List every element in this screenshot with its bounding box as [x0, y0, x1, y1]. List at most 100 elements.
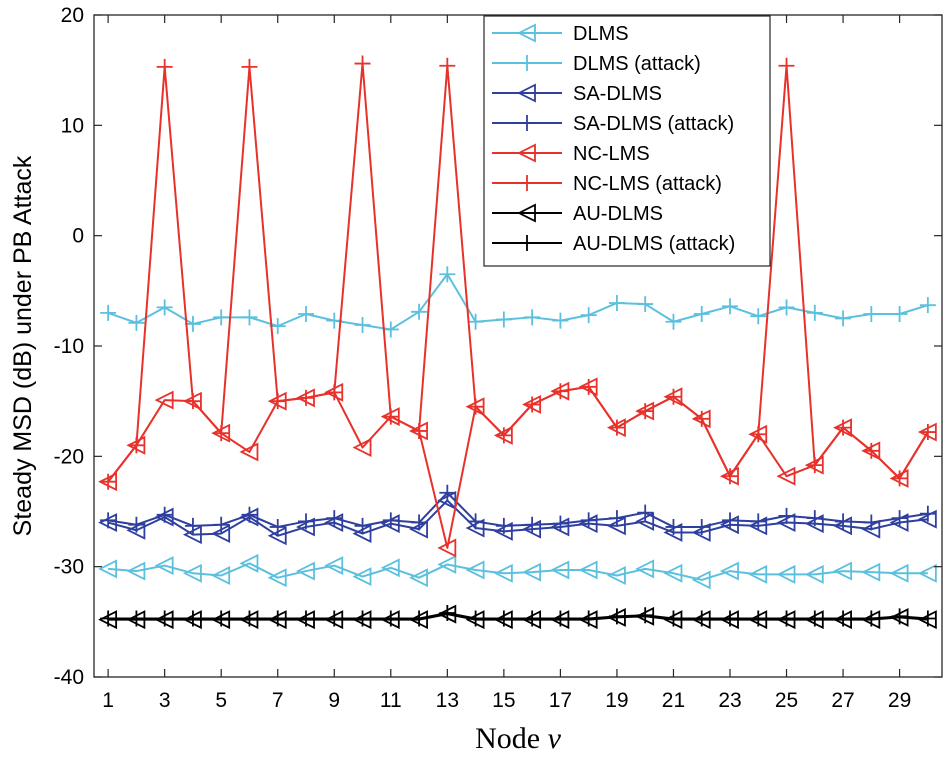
y-tick-label: -20 [54, 445, 84, 468]
data-point [578, 560, 598, 580]
data-point [804, 564, 824, 584]
data-point [354, 517, 371, 534]
data-point [524, 516, 541, 533]
legend-marker [519, 175, 535, 191]
data-point [154, 390, 174, 410]
legend-entry: AU-DLMS (attack) [492, 233, 735, 255]
data-point [493, 563, 513, 583]
data-point [354, 610, 371, 627]
x-tick-label: 5 [215, 689, 227, 712]
data-point [580, 610, 597, 627]
data-point [637, 296, 654, 313]
data-point [241, 610, 258, 627]
ticks-layer: 1 3 5 7 9 11 13 15 17 19 21 23 25 27 29-40-30-20-10010… [54, 4, 942, 712]
data-point [239, 442, 259, 462]
data-point [919, 505, 936, 522]
data-point [665, 388, 682, 405]
legend-box [483, 15, 771, 267]
data-point [693, 306, 710, 323]
data-point [691, 570, 711, 590]
data-point [608, 608, 625, 625]
data-point [100, 610, 117, 627]
data-point [382, 321, 399, 338]
data-point [184, 315, 201, 332]
x-axis-label-variable: v [548, 722, 562, 755]
data-point [126, 561, 146, 581]
legend-label: AU-DLMS (attack) [573, 233, 735, 255]
legend-entry: NC-LMS (attack) [492, 173, 722, 195]
data-point [750, 426, 767, 443]
y-tick-label: -40 [54, 666, 84, 689]
legend-entry: DLMS [492, 23, 629, 45]
data-point [467, 398, 484, 415]
data-point [750, 308, 767, 325]
data-point [637, 504, 654, 521]
data-point [552, 515, 569, 532]
data-point [354, 317, 371, 334]
data-point [719, 561, 739, 581]
data-point [324, 556, 344, 576]
data-point [550, 560, 570, 580]
data-point [269, 318, 286, 335]
data-point [439, 266, 456, 283]
data-point [128, 437, 145, 454]
data-point [806, 457, 823, 474]
data-point [778, 507, 795, 524]
data-point [748, 564, 768, 584]
data-point [776, 564, 796, 584]
data-point [411, 303, 428, 320]
y-tick-label: 20 [61, 4, 84, 27]
data-point [637, 607, 654, 624]
series-au-dlms-attack [100, 605, 936, 627]
data-point [298, 306, 314, 323]
data-point [919, 424, 936, 441]
legend-label: DLMS [573, 23, 629, 45]
data-point [213, 610, 230, 627]
legend-label: NC-LMS (attack) [573, 173, 722, 195]
data-point [100, 512, 117, 529]
data-point [580, 378, 597, 395]
data-point [128, 314, 145, 331]
data-point [467, 513, 484, 530]
data-point [213, 309, 230, 326]
legend-entry: NC-LMS [492, 143, 650, 165]
data-point [326, 384, 343, 401]
data-point [693, 610, 710, 627]
data-point [298, 610, 314, 627]
data-point [891, 608, 908, 625]
series-line [108, 613, 928, 621]
data-point [184, 517, 201, 534]
y-tick-label: -30 [54, 556, 84, 579]
legend-label: NC-LMS [573, 143, 650, 165]
data-point [806, 304, 823, 321]
data-point [269, 610, 286, 627]
data-point [128, 610, 145, 627]
data-point [608, 294, 625, 311]
data-point [382, 610, 399, 627]
legend-marker [519, 235, 535, 251]
x-tick-label: 17 [549, 689, 572, 712]
legend-entry: SA-DLMS [492, 83, 662, 105]
series-dlms [98, 553, 937, 590]
data-point [778, 610, 795, 627]
data-point [835, 610, 852, 627]
data-point [522, 562, 542, 582]
x-tick-label: 13 [436, 689, 459, 712]
legend-marker [516, 83, 536, 103]
data-point [835, 419, 852, 436]
data-point [722, 610, 738, 627]
data-point [635, 559, 655, 579]
data-point [439, 484, 456, 501]
data-point [495, 517, 512, 534]
data-point [637, 403, 654, 420]
data-point [919, 297, 936, 314]
data-point [552, 383, 569, 400]
data-point [100, 304, 117, 321]
y-tick-label: 10 [61, 114, 84, 137]
data-point [100, 473, 117, 490]
data-point [722, 298, 738, 315]
data-point [524, 309, 541, 326]
data-point [156, 299, 173, 316]
data-point [467, 610, 484, 627]
